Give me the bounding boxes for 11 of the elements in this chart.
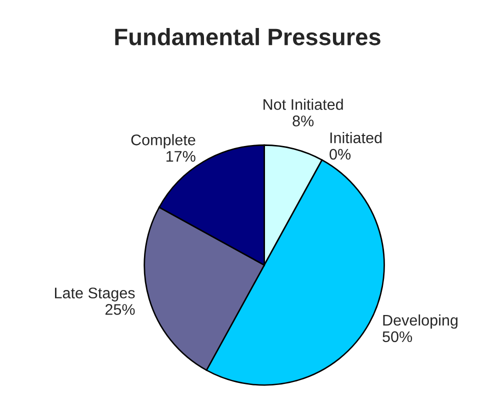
data-label: 17%: [166, 151, 196, 162]
slice-label: Late Stages: [55, 288, 135, 302]
slice-label: Developing: [383, 314, 458, 329]
slice-label: Not Initiated: [264, 98, 343, 110]
data-label: 8%: [292, 116, 314, 126]
text: 0%: [330, 148, 351, 160]
category-label: Initiated: [330, 132, 382, 144]
chart-title: Fundamental Pressures: [115, 28, 380, 46]
data-label: 50%: [382, 331, 412, 342]
data-label: 25%: [105, 304, 135, 315]
slice-label: Complete: [131, 134, 196, 148]
